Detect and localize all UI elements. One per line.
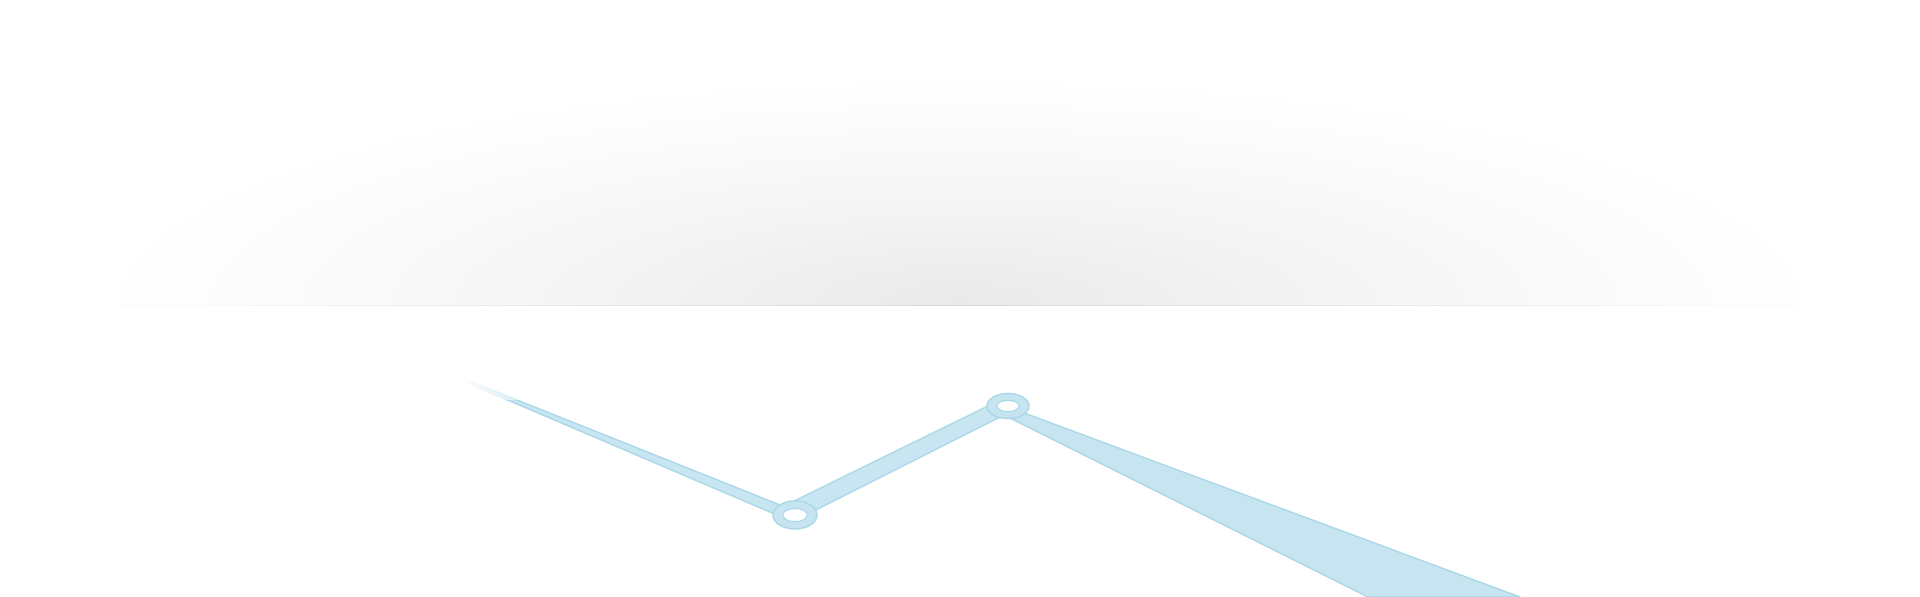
line-marker xyxy=(986,392,1030,420)
fade-overlay xyxy=(440,360,570,400)
top-shadow-band xyxy=(0,0,1920,306)
decorative-line-segment xyxy=(790,401,1008,520)
line-marker xyxy=(772,500,818,530)
decorative-area-wedge xyxy=(1002,409,1521,597)
